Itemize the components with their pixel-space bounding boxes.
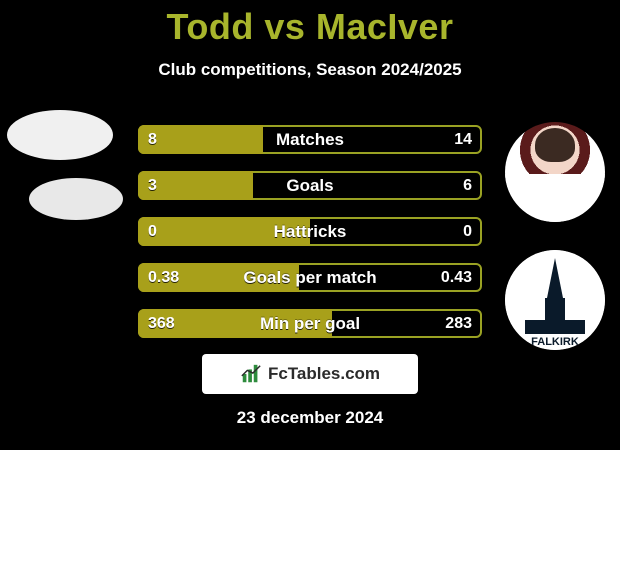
right-player-avatar [505,122,605,222]
stat-row: Hattricks0 0 [138,217,482,246]
stat-row: Goals per match0.38 0.43 [138,263,482,292]
stat-row: Matches8 14 [138,125,482,154]
left-value: 3 [148,171,157,200]
bar-label: Hattricks [138,217,482,246]
bar-chart-icon [240,363,262,385]
card: Todd vs MacIver Club competitions, Seaso… [0,0,620,450]
bar-label: Goals [138,171,482,200]
right-value: 6 [463,171,472,200]
stat-bars: Matches8 14 Goals3 6 Hattricks0 0 Goals per ma… [138,125,482,355]
right-value: 0.43 [441,263,472,292]
bar-label: Goals per match [138,263,482,292]
page-title: Todd vs MacIver [0,0,620,48]
right-value: 283 [445,309,472,338]
left-value: 8 [148,125,157,154]
left-value: 368 [148,309,175,338]
branding-text: FcTables.com [268,364,380,384]
blank-region [0,450,620,580]
bar-label: Matches [138,125,482,154]
subtitle: Club competitions, Season 2024/2025 [0,60,620,80]
left-club-logo-placeholder [29,178,123,220]
comparison-infographic: Todd vs MacIver Club competitions, Seaso… [0,0,620,580]
steeple-icon: FALKIRK [505,250,605,350]
stat-row: Min per goal368 283 [138,309,482,338]
left-player-column [5,110,115,220]
right-value: 0 [463,217,472,246]
bar-label: Min per goal [138,309,482,338]
club-label-text: FALKIRK [531,336,579,348]
left-value: 0.38 [148,263,179,292]
stat-row: Goals3 6 [138,171,482,200]
right-player-column: FALKIRK [500,122,610,378]
right-club-logo: FALKIRK [505,250,605,350]
left-player-avatar-placeholder [7,110,113,160]
date-stamp: 23 december 2024 [0,408,620,428]
left-value: 0 [148,217,157,246]
branding-badge: FcTables.com [202,354,418,394]
right-value: 14 [454,125,472,154]
